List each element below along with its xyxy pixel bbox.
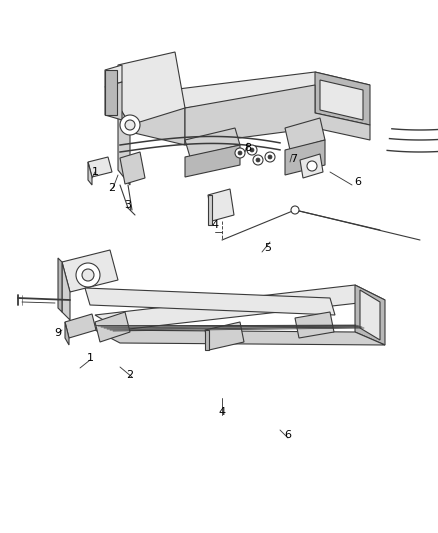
Polygon shape [105, 65, 122, 87]
Circle shape [238, 151, 242, 155]
Circle shape [253, 155, 263, 165]
Polygon shape [315, 72, 370, 125]
Circle shape [120, 115, 140, 135]
Polygon shape [320, 80, 363, 120]
Text: 6: 6 [354, 177, 361, 187]
Polygon shape [95, 285, 385, 330]
Text: 1: 1 [92, 167, 99, 177]
Polygon shape [105, 82, 122, 120]
Circle shape [307, 161, 317, 171]
Text: 2: 2 [109, 183, 116, 193]
Text: 3: 3 [124, 200, 131, 210]
Polygon shape [85, 288, 335, 315]
Text: 2: 2 [127, 370, 134, 380]
Text: 9: 9 [54, 328, 62, 338]
Text: 8: 8 [244, 143, 251, 153]
Text: 4: 4 [212, 220, 219, 230]
Polygon shape [130, 95, 185, 145]
Polygon shape [120, 152, 145, 184]
Polygon shape [300, 154, 323, 178]
Polygon shape [58, 258, 62, 312]
Text: 5: 5 [265, 243, 272, 253]
Polygon shape [205, 330, 209, 350]
Polygon shape [285, 118, 325, 150]
Polygon shape [105, 70, 117, 115]
Polygon shape [185, 85, 370, 145]
Circle shape [265, 152, 275, 162]
Polygon shape [295, 312, 334, 338]
Polygon shape [62, 262, 70, 320]
Circle shape [235, 148, 245, 158]
Polygon shape [208, 195, 212, 225]
Text: 4: 4 [219, 407, 226, 417]
Text: 7: 7 [290, 154, 297, 164]
Circle shape [76, 263, 100, 287]
Polygon shape [118, 105, 130, 185]
Polygon shape [118, 52, 185, 125]
Polygon shape [130, 72, 370, 108]
Polygon shape [355, 285, 385, 345]
Polygon shape [185, 128, 240, 157]
Text: 1: 1 [86, 353, 93, 363]
Circle shape [291, 206, 299, 214]
Polygon shape [360, 290, 380, 340]
Polygon shape [88, 162, 92, 185]
Polygon shape [62, 250, 118, 292]
Polygon shape [185, 145, 240, 177]
Circle shape [82, 269, 94, 281]
Polygon shape [65, 314, 96, 338]
Circle shape [250, 148, 254, 152]
Polygon shape [88, 157, 112, 177]
Polygon shape [65, 322, 69, 345]
Circle shape [125, 120, 135, 130]
Polygon shape [205, 322, 244, 350]
Circle shape [268, 155, 272, 159]
Polygon shape [95, 330, 385, 345]
Circle shape [247, 145, 257, 155]
Polygon shape [285, 140, 325, 175]
Circle shape [256, 158, 260, 162]
Text: 6: 6 [285, 430, 292, 440]
Polygon shape [95, 312, 130, 342]
Polygon shape [208, 189, 234, 221]
